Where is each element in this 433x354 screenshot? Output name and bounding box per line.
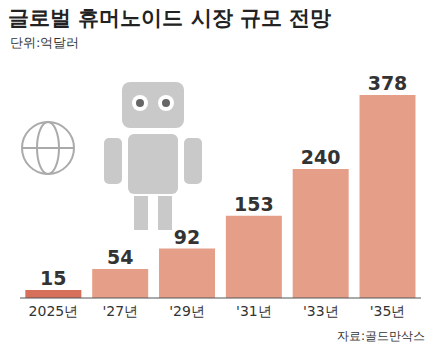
html-text:글로벌 휴머노이드 시장 규모 전망: 글로벌 휴머노이드 시장 규모 전망 bbox=[8, 6, 332, 30]
svg-text:378: 378 bbox=[368, 72, 408, 94]
svg-text:153: 153 bbox=[234, 193, 274, 215]
svg-text:'35년: '35년 bbox=[370, 303, 406, 319]
html-text:단위:억달러: 단위:억달러 bbox=[10, 35, 80, 50]
svg-text:92: 92 bbox=[174, 226, 200, 248]
svg-text:15: 15 bbox=[40, 267, 66, 289]
svg-text:'29년: '29년 bbox=[169, 303, 205, 319]
svg-text:'33년: '33년 bbox=[303, 303, 339, 319]
svg-text:2025년: 2025년 bbox=[29, 303, 79, 319]
svg-text:'27년: '27년 bbox=[102, 303, 138, 319]
svg-text:54: 54 bbox=[107, 246, 133, 268]
svg-text:'31년: '31년 bbox=[236, 303, 272, 319]
svg-text:240: 240 bbox=[301, 146, 341, 168]
html-text:자료:골드만삭스: 자료:골드만삭스 bbox=[337, 329, 425, 343]
